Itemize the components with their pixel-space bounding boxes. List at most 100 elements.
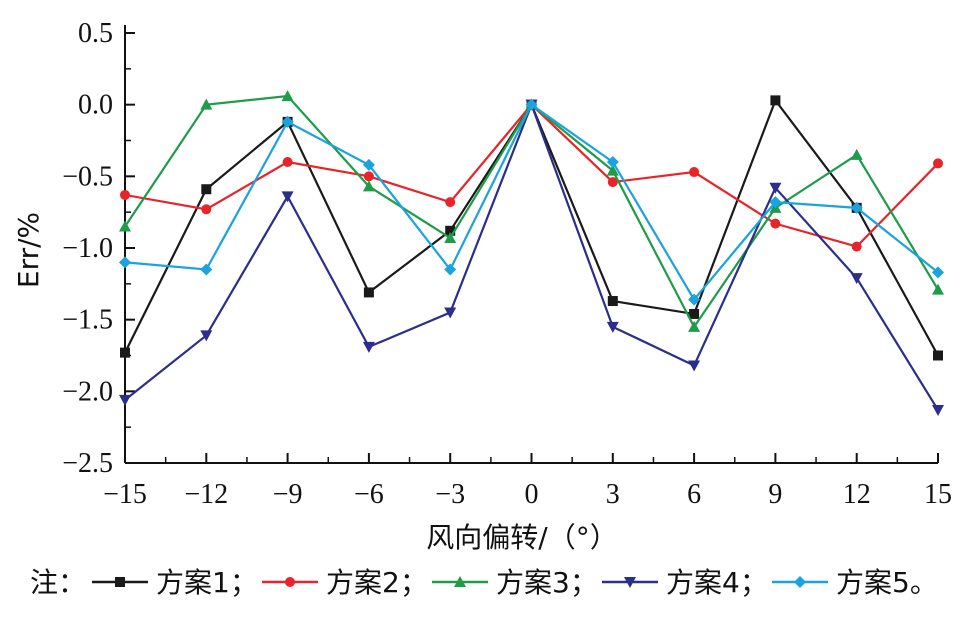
series-3 <box>119 90 944 332</box>
legend-marker <box>115 577 125 587</box>
data-point <box>933 158 943 169</box>
y-axis-title: Err/% <box>12 212 45 288</box>
data-point <box>362 341 375 353</box>
legend-marker <box>624 577 636 588</box>
legend-label: 方案3； <box>496 566 598 599</box>
legend-item: 方案5。 <box>772 566 938 599</box>
series-4 <box>119 99 944 416</box>
data-point <box>445 225 456 236</box>
data-point <box>200 98 213 110</box>
data-point <box>281 115 294 128</box>
data-point <box>770 95 781 106</box>
y-tick-label: −0.5 <box>62 161 113 192</box>
x-axis-title: 风向偏转/（°） <box>426 521 617 554</box>
data-point <box>362 180 375 192</box>
y-tick-label: −2.0 <box>62 376 113 407</box>
data-point <box>281 191 294 203</box>
data-point <box>282 157 293 167</box>
legend-item: 方案4； <box>602 566 768 599</box>
x-tick-label: −3 <box>435 479 465 510</box>
data-point <box>120 189 130 200</box>
data-point <box>363 287 374 298</box>
data-point <box>363 171 374 182</box>
data-point <box>769 182 782 194</box>
legend-marker <box>794 576 806 588</box>
data-point <box>525 98 538 111</box>
y-tick-label: −2.5 <box>62 448 113 479</box>
x-tick-label: −15 <box>103 479 147 510</box>
y-tick-label: 0.5 <box>78 18 113 49</box>
data-point <box>932 283 944 295</box>
x-tick-label: 3 <box>606 479 620 510</box>
series-line <box>124 103 939 248</box>
data-point <box>119 256 131 269</box>
data-point <box>770 218 781 229</box>
data-point <box>606 321 619 333</box>
data-point <box>200 330 213 342</box>
x-tick-label: 9 <box>768 479 782 510</box>
x-tick-label: 6 <box>687 479 701 510</box>
data-point <box>688 293 701 306</box>
legend-item: 方案2； <box>262 566 428 599</box>
data-point <box>850 201 863 214</box>
legend-label: 方案4； <box>666 566 768 599</box>
series-2 <box>120 99 943 252</box>
data-point <box>932 266 944 279</box>
data-point <box>688 360 701 372</box>
data-point <box>850 148 863 160</box>
x-axis-ticks: −15 −12 −9 −6 −3 0 3 6 9 12 15 <box>103 453 952 510</box>
data-point <box>606 156 619 168</box>
series-line <box>124 98 939 357</box>
data-point <box>851 241 862 252</box>
legend-marker <box>285 577 295 587</box>
data-point <box>689 167 700 178</box>
legend-label: 方案1； <box>156 566 258 599</box>
y-tick-label: −1.0 <box>62 233 113 264</box>
data-point <box>200 263 213 276</box>
data-point <box>932 404 944 416</box>
data-point <box>362 158 375 171</box>
series-layer <box>119 90 944 416</box>
data-point <box>688 320 701 332</box>
data-point <box>444 263 457 276</box>
y-tick-label: −1.5 <box>62 305 113 336</box>
data-point <box>445 197 456 208</box>
data-point <box>119 394 131 406</box>
series-line <box>124 103 939 302</box>
series-1 <box>120 95 943 361</box>
legend-label: 方案2； <box>326 566 428 599</box>
data-point <box>201 204 212 215</box>
x-tick-label: 15 <box>924 479 952 510</box>
data-point <box>850 273 863 285</box>
data-point <box>689 308 700 319</box>
x-tick-label: −12 <box>184 479 228 510</box>
legend-marker <box>454 576 466 587</box>
x-tick-label: −9 <box>273 479 303 510</box>
data-point <box>444 231 457 243</box>
data-point <box>281 90 294 102</box>
plot-axes <box>124 25 938 464</box>
series-line <box>124 101 939 411</box>
data-point <box>607 177 618 188</box>
note-prefix: 注： <box>30 566 86 599</box>
legend-item: 方案1； <box>92 566 258 599</box>
x-tick-label: 12 <box>843 479 871 510</box>
legend-note: 注： 方案1； 方案2； 方案3； 方案4； 方案5。 <box>30 566 938 599</box>
data-point <box>933 350 943 361</box>
data-point <box>769 196 782 209</box>
legend-item: 方案3； <box>432 566 598 599</box>
series-5 <box>119 98 944 306</box>
data-point <box>120 347 130 358</box>
legend-label: 方案5。 <box>836 566 938 599</box>
x-tick-label: 0 <box>525 479 539 510</box>
x-tick-label: −6 <box>354 479 384 510</box>
data-point <box>119 220 131 232</box>
data-point <box>607 296 618 307</box>
series-line <box>124 94 939 329</box>
data-point <box>444 307 457 319</box>
y-tick-label: 0.0 <box>78 90 113 121</box>
y-axis-ticks: 0.5 0.0 −0.5 −1.0 −1.5 −2.0 −2.5 <box>62 18 135 479</box>
data-point <box>201 184 212 195</box>
data-point <box>606 164 619 176</box>
